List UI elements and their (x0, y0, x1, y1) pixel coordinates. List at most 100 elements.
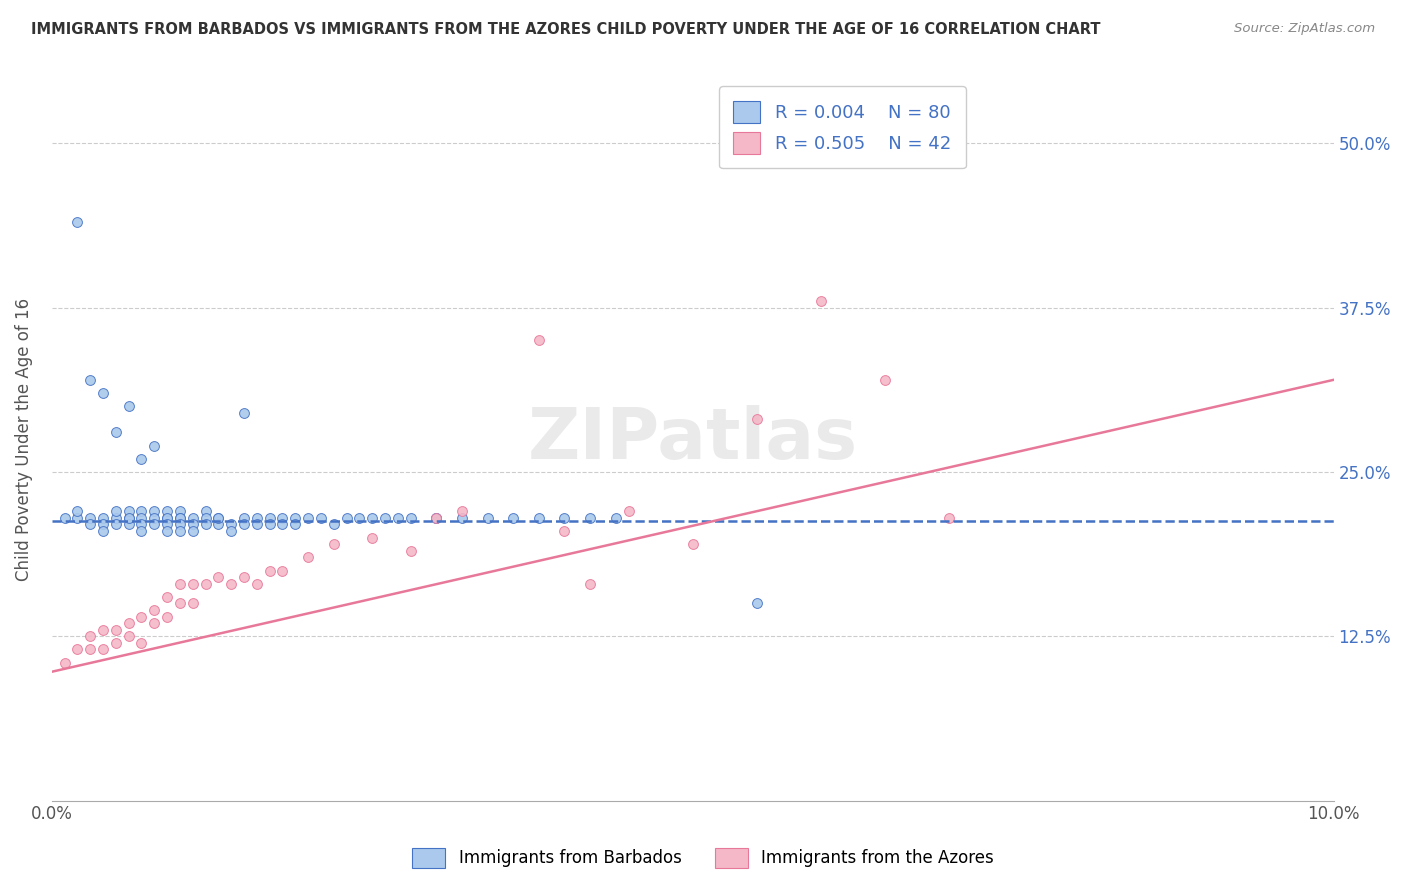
Point (451, 504, 474, 518)
Point (143, 616, 166, 631)
Y-axis label: Child Poverty Under the Age of 16: Child Poverty Under the Age of 16 (15, 297, 32, 581)
Point (233, 511, 256, 525)
Point (156, 524, 179, 538)
Point (156, 511, 179, 525)
Point (207, 517, 229, 532)
Point (143, 603, 166, 617)
Point (194, 504, 217, 518)
Point (181, 596, 204, 610)
Point (682, 537, 704, 551)
Point (156, 504, 179, 518)
Point (169, 511, 191, 525)
Point (361, 531, 384, 545)
Point (181, 524, 204, 538)
Point (66, 642, 89, 657)
Point (527, 511, 550, 525)
Point (387, 511, 409, 525)
Point (219, 517, 242, 532)
Point (104, 504, 127, 518)
Point (425, 511, 447, 525)
Point (118, 399, 141, 413)
Point (451, 511, 474, 525)
Point (553, 511, 575, 525)
Point (53, 656, 76, 670)
Point (745, 412, 768, 426)
Point (605, 511, 627, 525)
Point (810, 293, 832, 308)
Point (194, 517, 217, 532)
Point (169, 596, 191, 610)
Legend: Immigrants from Barbados, Immigrants from the Azores: Immigrants from Barbados, Immigrants fro… (405, 841, 1001, 875)
Point (745, 596, 768, 610)
Point (194, 511, 217, 525)
Point (118, 504, 141, 518)
Point (104, 517, 127, 532)
Point (335, 511, 357, 525)
Point (297, 511, 319, 525)
Point (502, 511, 524, 525)
Point (219, 576, 242, 591)
Point (297, 550, 319, 565)
Point (143, 439, 166, 453)
Point (91, 623, 114, 637)
Point (66, 511, 89, 525)
Point (207, 511, 229, 525)
Point (246, 517, 269, 532)
Point (425, 511, 447, 525)
Point (259, 517, 281, 532)
Point (79, 511, 101, 525)
Point (617, 504, 640, 518)
Point (143, 517, 166, 532)
Point (246, 511, 269, 525)
Point (181, 576, 204, 591)
Point (131, 517, 153, 532)
Point (181, 511, 204, 525)
Point (207, 570, 229, 584)
Point (309, 511, 332, 525)
Point (131, 524, 153, 538)
Point (271, 517, 294, 532)
Point (271, 564, 294, 578)
Point (66, 215, 89, 229)
Point (169, 511, 191, 525)
Point (284, 517, 307, 532)
Point (246, 576, 269, 591)
Point (259, 564, 281, 578)
Point (399, 511, 422, 525)
Point (259, 511, 281, 525)
Point (322, 537, 344, 551)
Point (553, 524, 575, 538)
Point (374, 511, 396, 525)
Point (322, 517, 344, 532)
Text: Source: ZipAtlas.com: Source: ZipAtlas.com (1234, 22, 1375, 36)
Point (131, 504, 153, 518)
Point (271, 511, 294, 525)
Point (477, 511, 499, 525)
Point (579, 511, 602, 525)
Point (131, 609, 153, 624)
Point (53, 511, 76, 525)
Point (169, 576, 191, 591)
Point (169, 517, 191, 532)
Point (219, 524, 242, 538)
Point (233, 406, 256, 420)
Point (66, 504, 89, 518)
Point (79, 629, 101, 643)
Point (527, 334, 550, 348)
Point (131, 511, 153, 525)
Point (104, 511, 127, 525)
Point (156, 590, 179, 604)
Point (104, 623, 127, 637)
Point (91, 517, 114, 532)
Point (131, 451, 153, 466)
Point (233, 570, 256, 584)
Point (131, 636, 153, 650)
Point (156, 517, 179, 532)
Point (104, 425, 127, 440)
Point (143, 504, 166, 518)
Point (169, 524, 191, 538)
Point (233, 517, 256, 532)
Point (79, 517, 101, 532)
Point (143, 511, 166, 525)
Point (104, 636, 127, 650)
